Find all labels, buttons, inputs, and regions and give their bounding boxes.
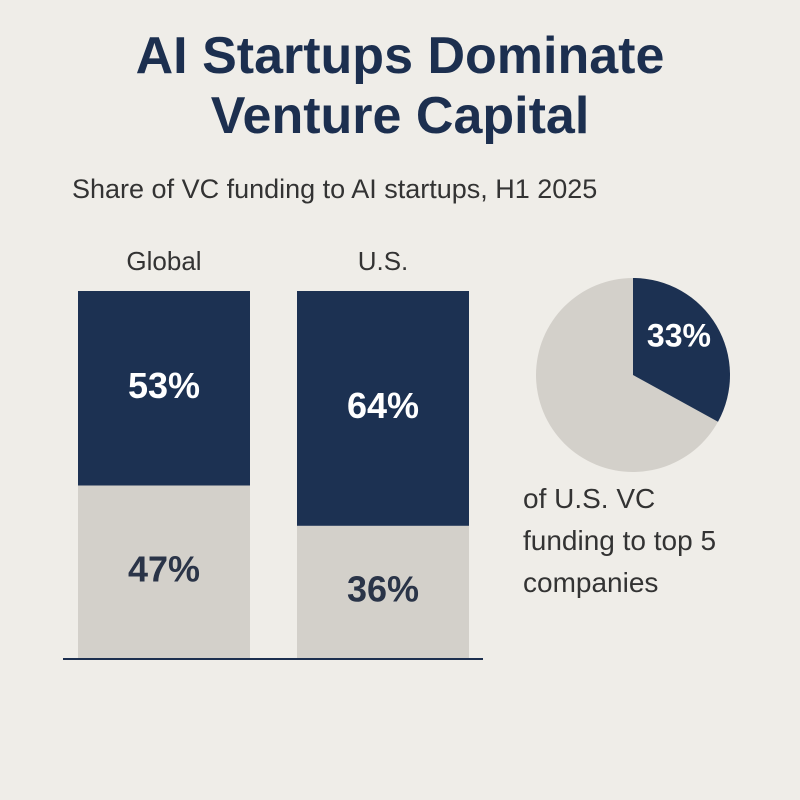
category-label: Global <box>126 246 201 276</box>
bar-segment <box>78 485 250 658</box>
pie-caption: of U.S. VC funding to top 5 companies <box>523 483 717 598</box>
bar-segment <box>297 525 469 658</box>
title: AI Startups Dominate Venture Capital <box>135 27 665 145</box>
pie-slice <box>633 278 730 422</box>
value-label: 47% <box>128 548 200 589</box>
category-label: U.S. <box>358 246 409 276</box>
value-label: 53% <box>128 365 200 406</box>
value-label: 36% <box>347 568 419 609</box>
subtitle: Share of VC funding to AI startups, H1 2… <box>72 174 598 204</box>
bar-segment <box>297 291 469 526</box>
bar-segment <box>78 291 250 486</box>
value-label: 64% <box>347 385 419 426</box>
pie-label: 33% <box>647 317 711 353</box>
